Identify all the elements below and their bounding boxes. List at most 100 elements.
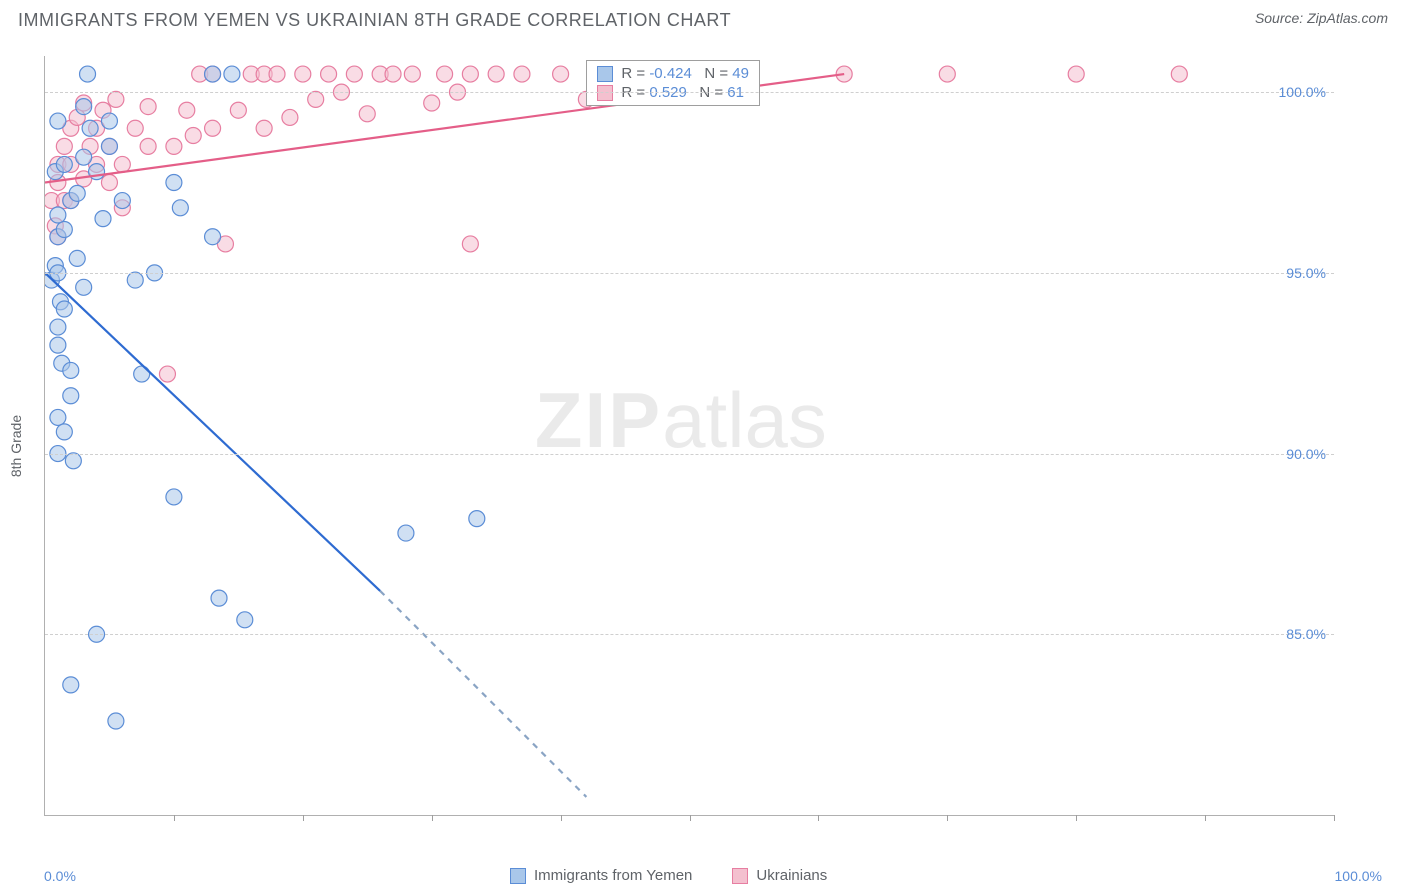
legend-item: Immigrants from Yemen (510, 867, 692, 884)
data-point (69, 185, 85, 201)
data-point (1068, 66, 1084, 82)
data-point (56, 156, 72, 172)
data-point (282, 109, 298, 125)
data-point (205, 120, 221, 136)
data-point (56, 138, 72, 154)
data-point (114, 193, 130, 209)
data-point (166, 138, 182, 154)
x-tick (1205, 815, 1206, 821)
data-point (404, 66, 420, 82)
gridline (45, 454, 1334, 455)
x-tick (432, 815, 433, 821)
data-point (256, 120, 272, 136)
correlation-legend: R = -0.424 N = 49R = 0.529 N = 61 (586, 60, 760, 106)
data-point (65, 453, 81, 469)
data-point (76, 279, 92, 295)
data-point (939, 66, 955, 82)
data-point (553, 66, 569, 82)
data-point (50, 409, 66, 425)
data-point (166, 175, 182, 191)
data-point (205, 229, 221, 245)
data-point (488, 66, 504, 82)
x-axis-max-label: 100.0% (1335, 868, 1382, 884)
data-point (127, 120, 143, 136)
data-point (101, 113, 117, 129)
data-point (166, 489, 182, 505)
data-point (140, 138, 156, 154)
data-point (108, 713, 124, 729)
x-axis-min-label: 0.0% (44, 868, 76, 884)
legend-swatch (510, 868, 526, 884)
data-point (172, 200, 188, 216)
data-point (127, 272, 143, 288)
data-point (308, 91, 324, 107)
data-point (437, 66, 453, 82)
legend-item: Ukrainians (732, 867, 827, 884)
data-point (56, 301, 72, 317)
legend-swatch (732, 868, 748, 884)
trend-line (380, 591, 586, 797)
data-point (211, 590, 227, 606)
data-point (63, 677, 79, 693)
data-point (50, 207, 66, 223)
data-point (140, 99, 156, 115)
x-tick (947, 815, 948, 821)
gridline (45, 273, 1334, 274)
data-point (385, 66, 401, 82)
y-tick-label: 95.0% (1286, 265, 1326, 281)
data-point (359, 106, 375, 122)
legend-row: R = -0.424 N = 49 (597, 65, 749, 82)
y-tick-label: 100.0% (1279, 84, 1326, 100)
data-point (514, 66, 530, 82)
data-point (205, 66, 221, 82)
data-point (159, 366, 175, 382)
data-point (63, 362, 79, 378)
legend-text: R = -0.424 N = 49 (621, 65, 749, 82)
x-tick (174, 815, 175, 821)
data-point (56, 424, 72, 440)
data-point (50, 113, 66, 129)
y-tick-label: 85.0% (1286, 626, 1326, 642)
x-tick (303, 815, 304, 821)
x-tick (1076, 815, 1077, 821)
data-point (462, 236, 478, 252)
data-point (462, 66, 478, 82)
data-point (398, 525, 414, 541)
data-point (76, 149, 92, 165)
y-axis-label: 8th Grade (8, 415, 24, 477)
x-tick (561, 815, 562, 821)
data-point (269, 66, 285, 82)
data-point (56, 221, 72, 237)
data-point (230, 102, 246, 118)
data-point (95, 211, 111, 227)
data-point (469, 511, 485, 527)
trend-line (45, 273, 380, 591)
data-point (237, 612, 253, 628)
y-tick-label: 90.0% (1286, 446, 1326, 462)
chart-canvas (45, 56, 1334, 815)
data-point (101, 138, 117, 154)
data-point (321, 66, 337, 82)
data-point (346, 66, 362, 82)
gridline (45, 634, 1334, 635)
chart-title: IMMIGRANTS FROM YEMEN VS UKRAINIAN 8TH G… (18, 10, 731, 31)
data-point (108, 91, 124, 107)
data-point (50, 337, 66, 353)
x-tick (1334, 815, 1335, 821)
data-point (69, 250, 85, 266)
legend-label: Immigrants from Yemen (534, 867, 692, 884)
data-point (295, 66, 311, 82)
gridline (45, 92, 1334, 93)
x-tick (690, 815, 691, 821)
data-point (179, 102, 195, 118)
plot-area: ZIPatlas R = -0.424 N = 49R = 0.529 N = … (44, 56, 1334, 816)
data-point (185, 128, 201, 144)
source-attribution: Source: ZipAtlas.com (1255, 10, 1388, 26)
legend-swatch (597, 66, 613, 82)
data-point (50, 319, 66, 335)
series-legend: Immigrants from Yemen Ukrainians (510, 867, 827, 884)
data-point (80, 66, 96, 82)
data-point (101, 175, 117, 191)
data-point (76, 99, 92, 115)
x-tick (818, 815, 819, 821)
